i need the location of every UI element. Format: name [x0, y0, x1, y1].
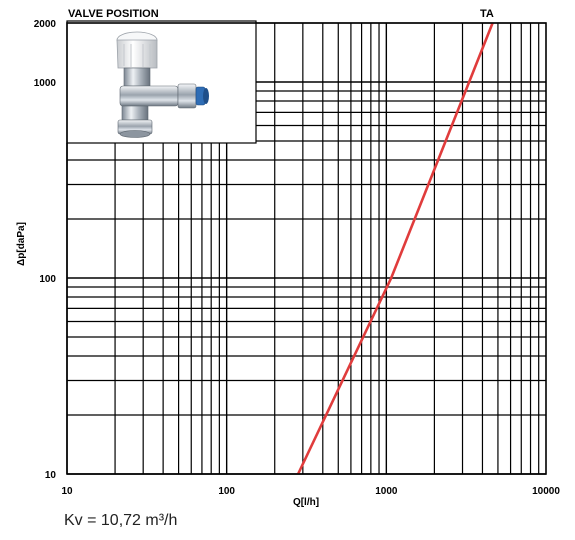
y-axis-ticks: 10 100 1000 2000 — [34, 19, 57, 481]
x-axis-title: Q[l/h] — [293, 497, 319, 508]
x-tick-label: 10000 — [532, 486, 560, 497]
y-tick-label: 2000 — [34, 19, 57, 30]
series-line-ta — [296, 22, 494, 475]
x-tick-label: 1000 — [375, 486, 398, 497]
valve-photo — [116, 31, 209, 138]
y-tick-label: 10 — [45, 470, 57, 481]
plot-frame — [66, 22, 547, 475]
x-axis-ticks: 10 100 1000 10000 — [61, 486, 560, 497]
y-axis-title: Δp[daPa] — [16, 222, 27, 266]
y-tick-label: 100 — [39, 274, 56, 285]
kv-value-note: Kv = 10,72 m³/h — [64, 512, 178, 529]
chart-grid — [66, 22, 546, 475]
y-tick-label: 1000 — [34, 78, 57, 89]
x-tick-label: 100 — [218, 486, 235, 497]
x-tick-label: 10 — [61, 486, 73, 497]
inset-frame — [66, 20, 257, 144]
valve-inset: VALVE POSITION — [66, 8, 257, 144]
inset-title: VALVE POSITION — [68, 8, 159, 20]
chart-curves — [296, 22, 494, 475]
series-label-ta: TA — [480, 8, 494, 20]
